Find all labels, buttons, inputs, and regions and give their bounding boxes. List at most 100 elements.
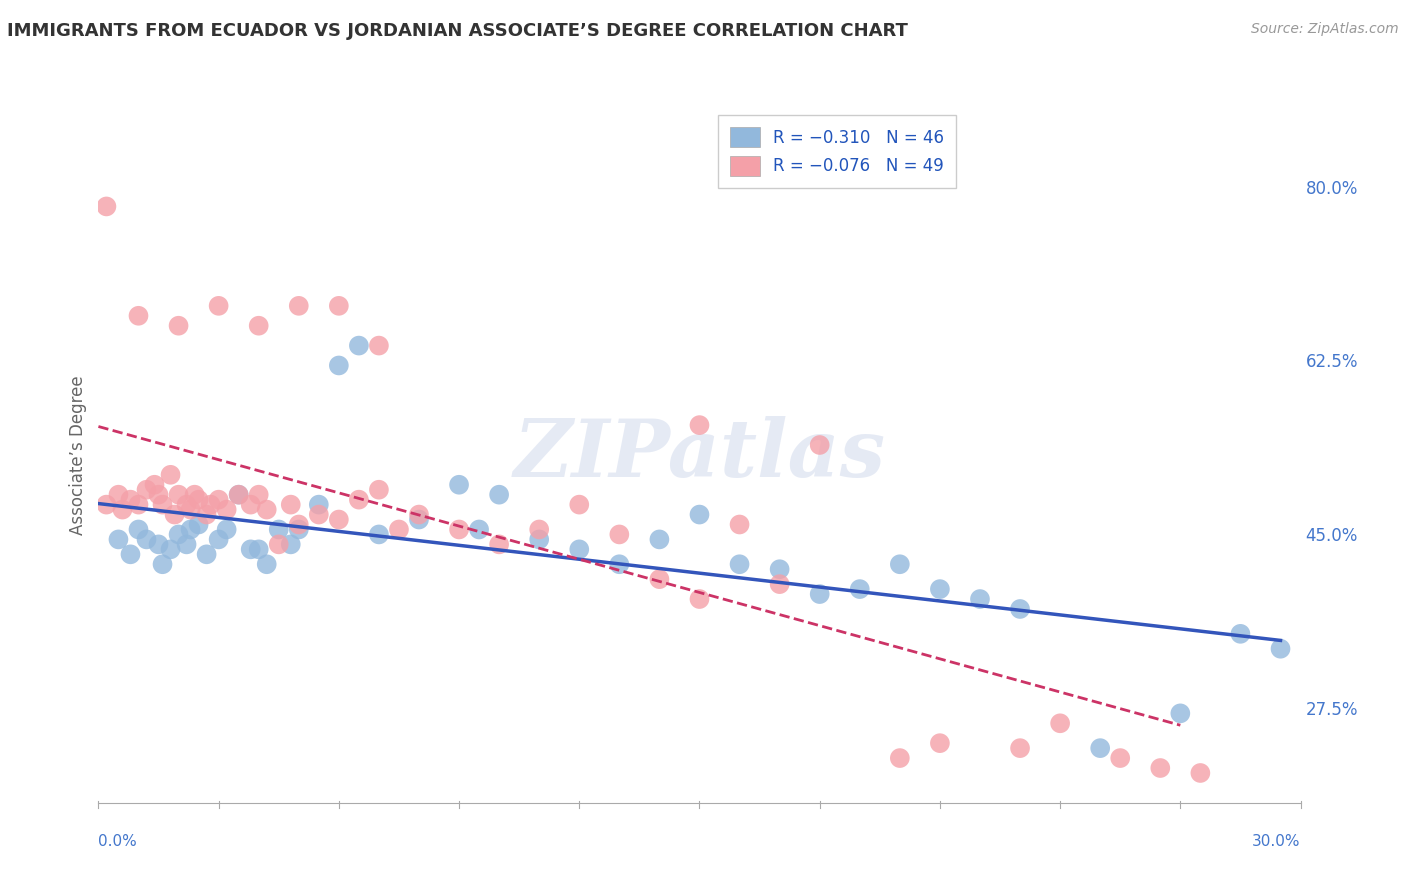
Point (256, 558, 278, 572)
Point (107, 488, 129, 502)
Point (228, 488, 250, 502)
Point (180, 523, 202, 537)
Point (288, 299, 311, 313)
Point (280, 537, 302, 551)
Point (120, 547, 142, 561)
Point (328, 359, 350, 373)
Point (228, 488, 250, 502)
Point (1049, 716, 1071, 731)
Point (328, 299, 350, 313)
Point (120, 492, 142, 507)
Point (1010, 741, 1032, 756)
Point (208, 533, 231, 547)
Point (176, 537, 198, 551)
Text: 0.0%: 0.0% (98, 834, 138, 849)
Point (609, 527, 631, 541)
Point (239, 542, 262, 557)
Point (889, 751, 911, 765)
Point (849, 582, 872, 596)
Point (408, 508, 430, 522)
Point (288, 517, 311, 532)
Point (183, 488, 205, 502)
Point (128, 523, 150, 537)
Point (368, 338, 391, 352)
Point (176, 498, 198, 512)
Point (969, 592, 991, 607)
Point (180, 502, 202, 516)
Point (308, 498, 330, 512)
Point (159, 542, 181, 557)
Point (200, 498, 222, 512)
Point (689, 418, 711, 433)
Point (468, 523, 491, 537)
Text: 30.0%: 30.0% (1253, 834, 1301, 849)
Point (929, 582, 952, 596)
Point (689, 592, 711, 607)
Point (447, 477, 470, 491)
Point (135, 483, 157, 497)
Point (808, 438, 831, 452)
Point (1170, 706, 1192, 721)
Point (187, 517, 209, 532)
Point (728, 517, 751, 532)
Point (152, 558, 174, 572)
Point (388, 523, 411, 537)
Point (159, 467, 181, 482)
Point (347, 338, 370, 352)
Point (267, 523, 290, 537)
Point (128, 309, 150, 323)
Point (148, 537, 170, 551)
Point (728, 558, 751, 572)
Point (488, 488, 510, 502)
Point (648, 533, 671, 547)
Point (648, 572, 671, 586)
Text: ZIPatlas: ZIPatlas (513, 417, 886, 493)
Point (96, 199, 118, 213)
Point (568, 498, 591, 512)
Point (769, 577, 792, 591)
Point (195, 508, 218, 522)
Point (256, 502, 278, 516)
Point (215, 523, 238, 537)
Point (1149, 761, 1171, 775)
Point (143, 477, 166, 491)
Point (167, 527, 190, 541)
Point (215, 502, 238, 516)
Point (488, 537, 510, 551)
Point (347, 492, 370, 507)
Point (568, 542, 591, 557)
Point (1010, 602, 1032, 616)
Point (247, 488, 270, 502)
Point (163, 508, 186, 522)
Point (529, 523, 551, 537)
Point (889, 558, 911, 572)
Point (152, 498, 174, 512)
Point (111, 502, 134, 516)
Point (267, 537, 290, 551)
Y-axis label: Associate’s Degree: Associate’s Degree (69, 376, 87, 534)
Point (1109, 751, 1132, 765)
Point (247, 542, 270, 557)
Point (1088, 741, 1111, 756)
Point (96, 498, 118, 512)
Point (195, 547, 218, 561)
Point (368, 483, 391, 497)
Point (529, 533, 551, 547)
Point (609, 558, 631, 572)
Point (187, 492, 209, 507)
Point (135, 533, 157, 547)
Point (107, 533, 129, 547)
Point (408, 512, 430, 526)
Point (167, 318, 190, 333)
Point (929, 736, 952, 750)
Point (368, 527, 391, 541)
Point (148, 488, 170, 502)
Point (1189, 766, 1212, 780)
Point (280, 498, 302, 512)
Point (208, 299, 231, 313)
Point (288, 523, 311, 537)
Point (808, 587, 831, 601)
Point (328, 512, 350, 526)
Point (447, 523, 470, 537)
Text: IMMIGRANTS FROM ECUADOR VS JORDANIAN ASSOCIATE’S DEGREE CORRELATION CHART: IMMIGRANTS FROM ECUADOR VS JORDANIAN ASS… (7, 22, 908, 40)
